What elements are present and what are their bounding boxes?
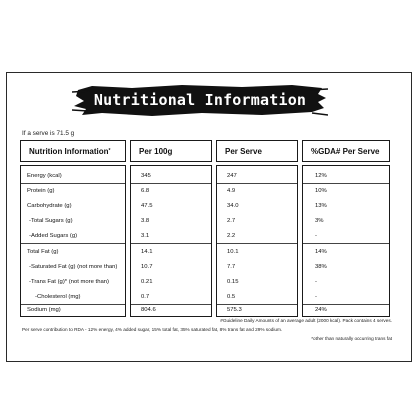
row-divider xyxy=(131,243,211,244)
brush-stroke-banner xyxy=(72,85,328,116)
nutrient-label: Carbohydrate (g) xyxy=(27,203,72,209)
per-serve-value: 10.1 xyxy=(227,249,239,255)
nutrient-label: Protein (g) xyxy=(27,188,55,194)
per-100g-value: 3.8 xyxy=(141,218,150,224)
column-nutrient-labels: Energy (kcal) Protein (g) Carbohydrate (g)… xyxy=(20,165,126,317)
row-divider xyxy=(217,183,297,184)
row-divider xyxy=(131,183,211,184)
nutrient-label: -Saturated Fat (g) (not more than) xyxy=(29,264,118,270)
gda-value: 3% xyxy=(315,218,324,224)
column-per-serve: 247 4.9 34.0 2.7 2.2 10.1 7.7 0.15 0.5 575.3 xyxy=(216,165,298,317)
per-serve-value: 4.9 xyxy=(227,188,236,194)
row-divider xyxy=(21,304,125,305)
footer-guideline-note: #Guideline Daily Amounts of an average a… xyxy=(220,318,392,323)
nutrient-label: -Added Sugars (g) xyxy=(29,233,78,239)
header-gda-label: %GDA# Per Serve xyxy=(311,146,380,156)
per-serve-value: 247 xyxy=(227,173,237,179)
header-nutrition-sup: * xyxy=(108,148,111,154)
nutrient-label: -Trans Fat (g)* (not more than) xyxy=(29,279,109,285)
per-serve-value: 575.3 xyxy=(227,307,242,313)
gda-value: 10% xyxy=(315,188,327,194)
gda-value: 13% xyxy=(315,203,327,209)
row-divider xyxy=(217,243,297,244)
header-per-serve-label: Per Serve xyxy=(225,146,262,156)
per-100g-value: 47.5 xyxy=(141,203,153,209)
row-divider xyxy=(303,183,389,184)
gda-value: - xyxy=(315,294,317,300)
gda-value: - xyxy=(315,279,317,285)
page-title: Nutritional Information xyxy=(93,91,307,109)
per-100g-value: 345 xyxy=(141,173,151,179)
per-serve-value: 2.2 xyxy=(227,233,236,239)
header-nutrition-information: Nutrition Information * xyxy=(20,140,126,162)
per-serve-value: 0.15 xyxy=(227,279,239,285)
footer-rda-note: Per serve contribution to RDA - 12% ener… xyxy=(22,327,283,332)
column-per-100g: 345 6.8 47.5 3.8 3.1 14.1 10.7 0.21 0.7 804.6 xyxy=(130,165,212,317)
serve-size-note: If a serve is 71.5 g xyxy=(22,130,75,137)
row-divider xyxy=(303,243,389,244)
row-divider xyxy=(131,304,211,305)
row-divider xyxy=(21,243,125,244)
nutrient-label: Energy (kcal) xyxy=(27,173,62,179)
per-100g-value: 10.7 xyxy=(141,264,153,270)
header-gda-per-serve: %GDA# Per Serve xyxy=(302,140,390,162)
header-per-serve: Per Serve xyxy=(216,140,298,162)
nutrient-label: Total Fat (g) xyxy=(27,249,59,255)
header-per-100g-label: Per 100g xyxy=(139,146,173,156)
nutrient-label: Sodium (mg) xyxy=(27,307,61,313)
gda-value: - xyxy=(315,233,317,239)
gda-value: 24% xyxy=(315,307,327,313)
per-100g-value: 0.7 xyxy=(141,294,150,300)
per-100g-value: 14.1 xyxy=(141,249,153,255)
nutrient-label: -Cholesterol (mg) xyxy=(35,294,81,300)
gda-value: 14% xyxy=(315,249,327,255)
per-100g-value: 6.8 xyxy=(141,188,150,194)
row-divider xyxy=(21,183,125,184)
nutrient-label: -Total Sugars (g) xyxy=(29,218,73,224)
footer-trans-fat-note: *other than naturally occurring trans fa… xyxy=(311,336,392,341)
per-serve-value: 34.0 xyxy=(227,203,239,209)
per-serve-value: 0.5 xyxy=(227,294,236,300)
row-divider xyxy=(303,304,389,305)
per-100g-value: 804.6 xyxy=(141,307,156,313)
per-serve-value: 2.7 xyxy=(227,218,236,224)
row-divider xyxy=(217,304,297,305)
gda-value: 12% xyxy=(315,173,327,179)
per-100g-value: 0.21 xyxy=(141,279,153,285)
header-per-100g: Per 100g xyxy=(130,140,212,162)
nutrition-card xyxy=(6,72,412,362)
column-gda: 12% 10% 13% 3% - 14% 38% - - 24% xyxy=(302,165,390,317)
per-100g-value: 3.1 xyxy=(141,233,150,239)
gda-value: 38% xyxy=(315,264,327,270)
per-serve-value: 7.7 xyxy=(227,264,236,270)
header-nutrition-label: Nutrition Information xyxy=(29,146,109,156)
